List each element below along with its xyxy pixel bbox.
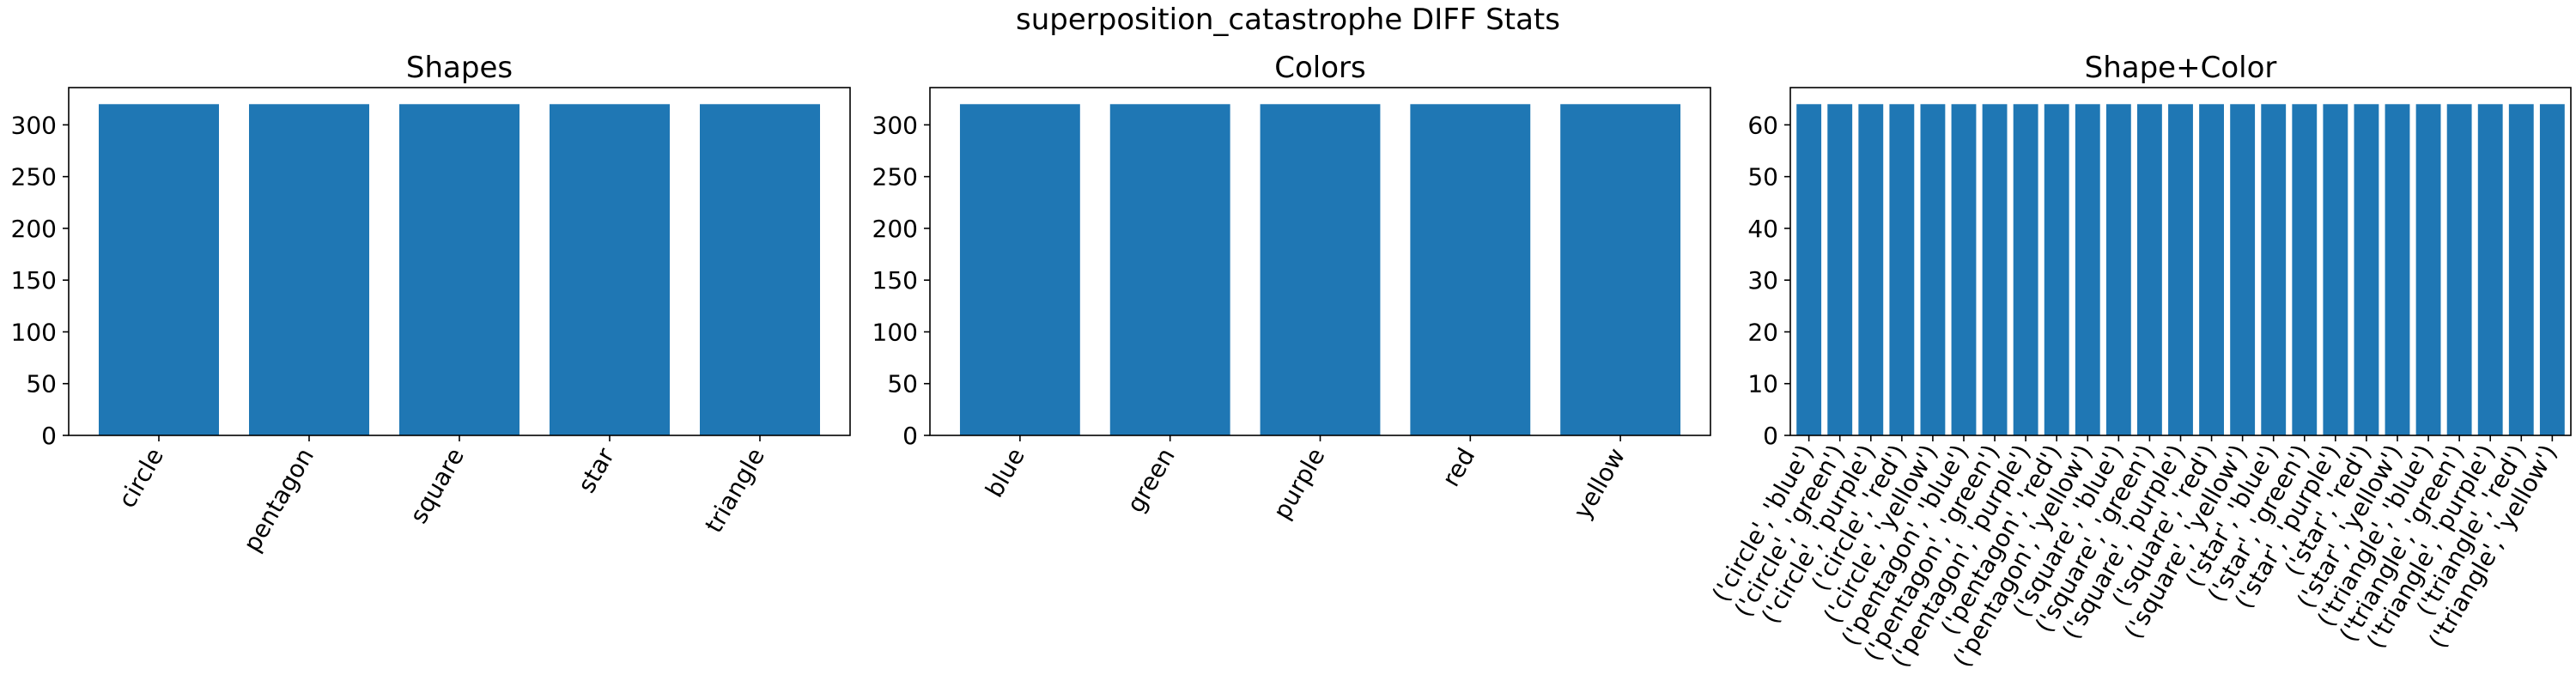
x-tick-label: blue xyxy=(980,443,1030,502)
bar-purple xyxy=(1260,104,1381,436)
bar-triangle-purple xyxy=(2477,104,2503,436)
bar-circle-green xyxy=(1827,104,1853,436)
y-tick-label: 40 xyxy=(1747,215,1778,243)
y-tick-label: 300 xyxy=(11,111,57,139)
y-tick-label: 250 xyxy=(872,163,918,192)
bar-square-green xyxy=(2137,104,2162,436)
x-tick-label: red xyxy=(1437,443,1481,491)
bar-circle xyxy=(99,104,219,436)
figure-suptitle: superposition_catastrophe DIFF Stats xyxy=(1016,3,1560,37)
x-tick-label: triangle xyxy=(700,443,771,538)
y-tick-label: 150 xyxy=(872,266,918,295)
bar-blue xyxy=(959,104,1080,436)
panel-shapes: Shapes 0 50 100 150 200 250 300 circle pentagon sq… xyxy=(11,51,851,556)
bar-star xyxy=(550,104,670,436)
y-tick-label: 50 xyxy=(26,370,57,398)
panel-title: Shapes xyxy=(406,51,513,85)
bar-pentagon-yellow xyxy=(2075,104,2100,436)
bar-pentagon-blue xyxy=(1951,104,1977,436)
x-tick-label: square xyxy=(404,443,470,528)
bar-square-blue xyxy=(2105,104,2131,436)
bar-square-yellow xyxy=(2230,104,2256,436)
x-tick-label: green xyxy=(1121,443,1181,518)
x-tick-label: purple xyxy=(1267,443,1330,524)
bar-circle-yellow xyxy=(1920,104,1946,436)
bar-triangle-red xyxy=(2508,104,2534,436)
bar-circle-blue xyxy=(1796,104,1822,436)
y-tick-label: 50 xyxy=(1747,163,1778,192)
bar-triangle xyxy=(700,104,820,436)
y-tick-label: 30 xyxy=(1747,266,1778,295)
bar-star-yellow xyxy=(2385,104,2410,436)
y-tick-label: 250 xyxy=(11,163,57,192)
bar-triangle-yellow xyxy=(2539,104,2565,436)
bar-pentagon-green xyxy=(1982,104,2008,436)
y-tick-label: 100 xyxy=(11,318,57,346)
x-tick-label: yellow xyxy=(1568,443,1631,524)
bar-circle-red xyxy=(1889,104,1915,436)
y-tick-label: 100 xyxy=(872,318,918,346)
bar-circle-purple xyxy=(1858,104,1884,436)
x-tick-label: circle xyxy=(112,443,169,513)
panel-title: Colors xyxy=(1274,51,1365,85)
y-tick-label: 50 xyxy=(887,370,918,398)
y-tick-label: 10 xyxy=(1747,370,1778,398)
bar-triangle-green xyxy=(2446,104,2472,436)
y-tick-label: 60 xyxy=(1747,111,1778,139)
bar-square xyxy=(399,104,519,436)
bar-star-red xyxy=(2354,104,2379,436)
bar-star-green xyxy=(2292,104,2318,436)
y-tick-label: 150 xyxy=(11,266,57,295)
y-tick-label: 0 xyxy=(1763,422,1778,450)
y-tick-label: 0 xyxy=(41,422,57,450)
y-tick-label: 300 xyxy=(872,111,918,139)
bar-square-purple xyxy=(2168,104,2193,436)
panel-title: Shape+Color xyxy=(2085,51,2277,85)
panel-colors: Colors 0 50 100 150 200 250 300 blue green purple r… xyxy=(872,51,1711,524)
y-tick-label: 200 xyxy=(872,215,918,243)
bar-star-purple xyxy=(2323,104,2348,436)
y-tick-label: 200 xyxy=(11,215,57,243)
bar-pentagon-purple xyxy=(2013,104,2038,436)
bar-pentagon-red xyxy=(2044,104,2069,436)
bar-square-red xyxy=(2199,104,2224,436)
y-tick-label: 20 xyxy=(1747,318,1778,346)
y-tick-label: 0 xyxy=(902,422,918,450)
bar-green xyxy=(1109,104,1230,436)
bar-triangle-blue xyxy=(2415,104,2441,436)
x-tick-label: pentagon xyxy=(238,443,319,556)
x-tick-label: star xyxy=(572,443,620,498)
bar-star-blue xyxy=(2261,104,2287,436)
bar-red xyxy=(1410,104,1531,436)
bar-pentagon xyxy=(249,104,369,436)
bar-yellow xyxy=(1560,104,1681,436)
